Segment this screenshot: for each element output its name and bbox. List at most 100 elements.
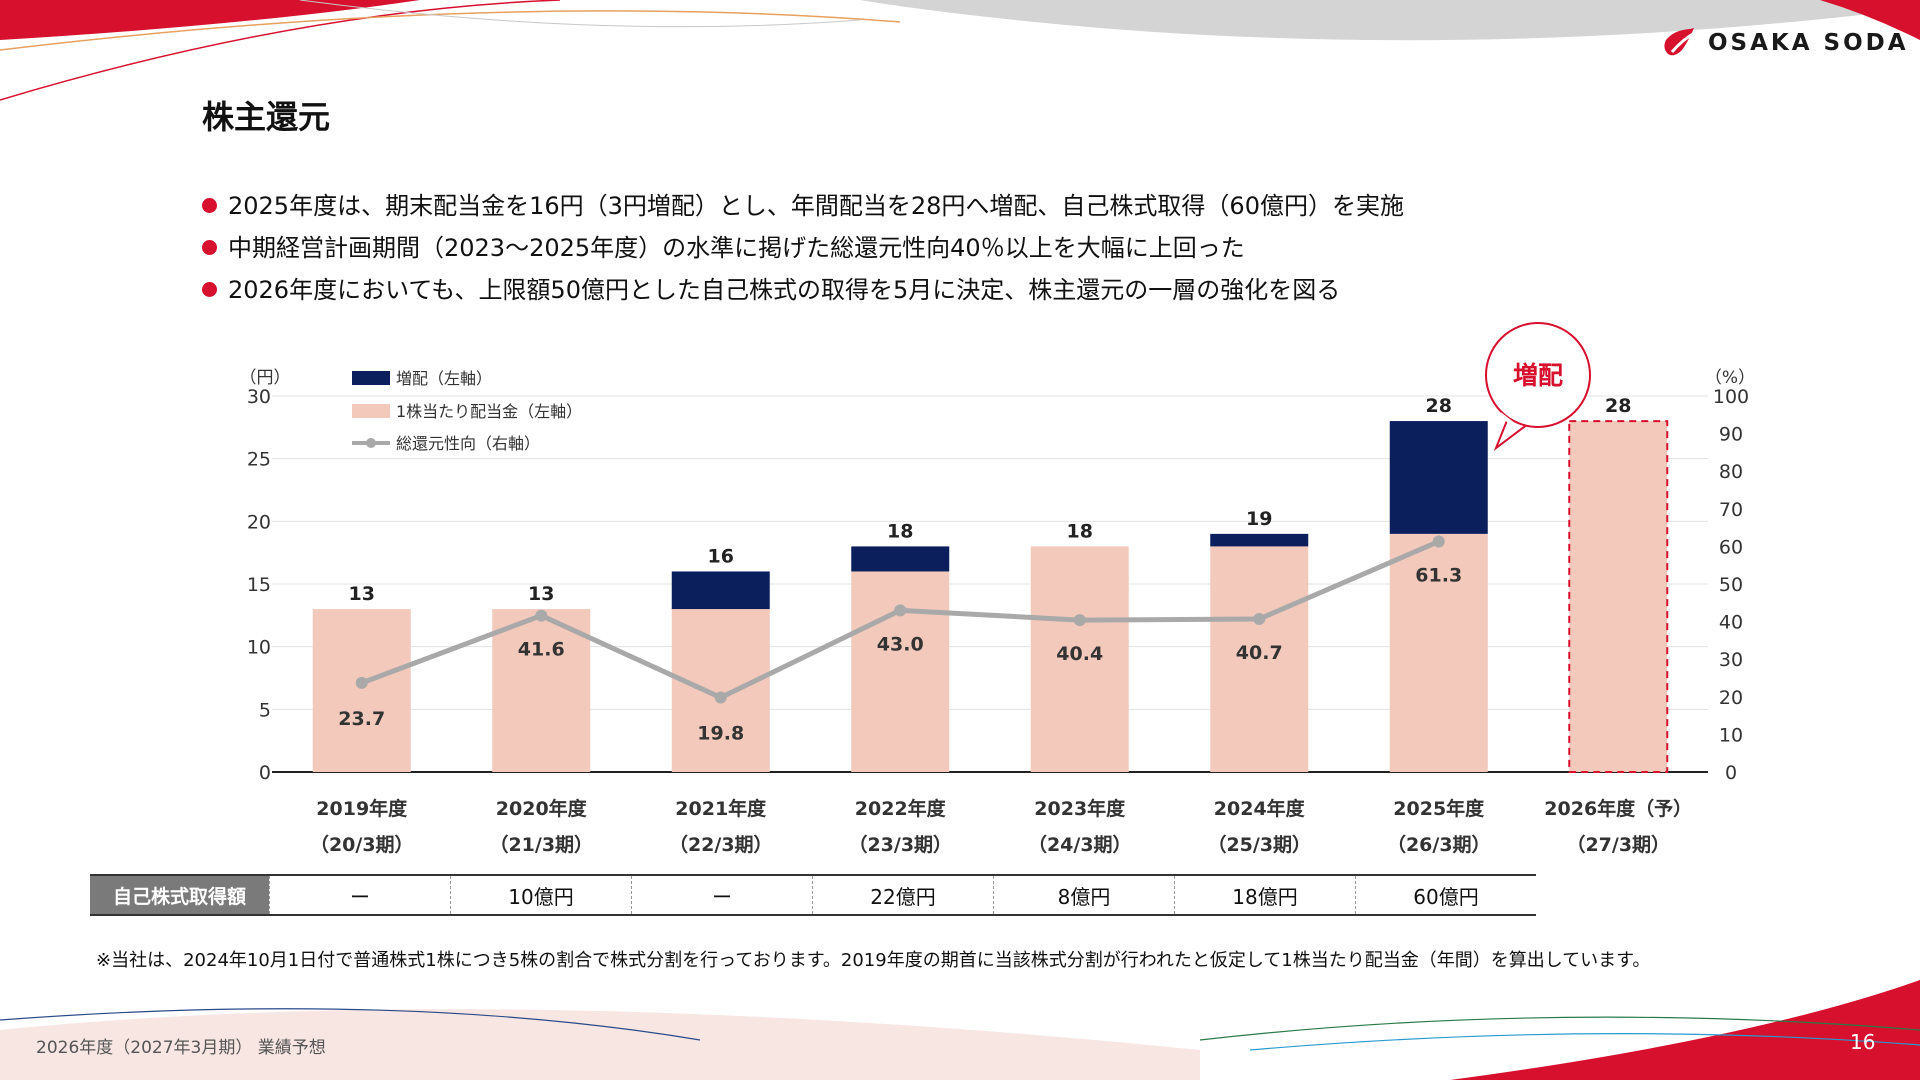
payout-ratio-label: 41.6 — [518, 639, 565, 661]
callout-text: 増配 — [1513, 361, 1563, 390]
payout-ratio-label: 61.3 — [1415, 565, 1462, 587]
bar-total-label: 13 — [528, 583, 554, 605]
subcategory-label: （27/3期） — [1566, 833, 1670, 856]
right-axis-tick-label: 50 — [1719, 574, 1743, 596]
bullet-item: 中期経営計画期間（2023～2025年度）の水準に掲げた総還元性向40％以上を大… — [200, 227, 1404, 269]
right-axis-tick-label: 40 — [1719, 612, 1743, 634]
bar-total-label: 19 — [1246, 508, 1272, 530]
dividend-bar — [312, 609, 411, 772]
category-label: 2020年度 — [496, 797, 588, 820]
category-label: 2025年度 — [1393, 797, 1485, 820]
category-label: 2019年度 — [316, 797, 408, 820]
subcategory-label: （22/3期） — [669, 833, 773, 856]
buyback-cell: 18億円 — [1174, 876, 1355, 914]
footer-label: 2026年度（2027年3月期） 業績予想 — [36, 1038, 326, 1058]
bar-total-label: 16 — [708, 545, 734, 567]
category-label: 2021年度 — [675, 797, 767, 820]
dividend-bar — [1030, 546, 1129, 772]
right-axis-tick-label: 20 — [1719, 687, 1743, 709]
legend-increase-label: 増配（左軸） — [396, 369, 492, 388]
company-logo: OSAKA SODA — [1660, 26, 1909, 60]
payout-ratio-label: 40.7 — [1236, 642, 1283, 664]
legend-ratio-marker — [366, 438, 376, 448]
subcategory-label: （26/3期） — [1387, 833, 1491, 856]
buyback-cell: ー — [631, 876, 812, 914]
bar-total-label: 13 — [349, 583, 375, 605]
dividend-bar — [1210, 546, 1309, 772]
dividend-bar — [851, 571, 950, 772]
buyback-table: 自己株式取得額 ー 10億円 ー 22億円 8億円 18億円 60億円 — [90, 874, 1536, 916]
payout-ratio-label: 23.7 — [338, 708, 385, 730]
legend-ratio-label: 総還元性向（右軸） — [396, 434, 540, 453]
category-label: 2023年度 — [1034, 797, 1126, 820]
subcategory-label: （20/3期） — [310, 833, 414, 856]
right-axis-tick-label: 80 — [1719, 461, 1743, 483]
legend-dividend-swatch — [352, 404, 390, 418]
buyback-cell: ー — [269, 876, 450, 914]
bottom-decoration — [0, 980, 1920, 1080]
buyback-table-header: 自己株式取得額 — [90, 876, 269, 914]
bullet-item: 2026年度においても、上限額50億円とした自己株式の取得を5月に決定、株主還元… — [200, 269, 1404, 311]
payout-ratio-label: 40.4 — [1056, 643, 1103, 665]
right-axis-tick-label: 10 — [1719, 724, 1743, 746]
bar-total-label: 28 — [1605, 395, 1631, 417]
bullet-item: 2025年度は、期末配当金を16円（3円増配）とし、年間配当を28円へ増配、自己… — [200, 185, 1404, 227]
buyback-cell: 60億円 — [1355, 876, 1536, 914]
bullet-list: 2025年度は、期末配当金を16円（3円増配）とし、年間配当を28円へ増配、自己… — [200, 185, 1404, 311]
right-axis-tick-label: 100 — [1713, 386, 1749, 408]
payout-ratio-point — [714, 691, 727, 704]
subcategory-label: （24/3期） — [1028, 833, 1132, 856]
subcategory-label: （21/3期） — [489, 833, 593, 856]
payout-ratio-point — [1073, 614, 1086, 627]
buyback-cell: 10億円 — [450, 876, 631, 914]
dividend-bar — [671, 609, 770, 772]
legend-increase-swatch — [352, 371, 390, 385]
subcategory-label: （25/3期） — [1207, 833, 1311, 856]
logo-text: OSAKA SODA — [1708, 30, 1909, 56]
increase-bar — [1389, 421, 1488, 534]
right-axis-tick-label: 30 — [1719, 649, 1743, 671]
payout-ratio-label: 19.8 — [697, 723, 744, 745]
left-axis-tick-label: 0 — [259, 762, 271, 784]
payout-ratio-label: 43.0 — [877, 633, 924, 655]
left-axis-unit: （円） — [240, 368, 291, 388]
forecast-dividend-bar — [1568, 420, 1669, 773]
subcategory-label: （23/3期） — [848, 833, 952, 856]
payout-ratio-point — [355, 676, 368, 689]
left-axis-tick-label: 25 — [247, 449, 271, 471]
callout-joint — [1498, 412, 1520, 430]
page-number: 16 — [1850, 1030, 1876, 1054]
increase-bar — [1210, 533, 1309, 547]
dividend-chart: 0 5 10 15 20 25 30 0 10 20 30 40 50 60 70 80 90 100 （円） （%）… — [240, 322, 1755, 856]
bar-total-label: 28 — [1426, 395, 1452, 417]
buyback-cell: 22億円 — [812, 876, 993, 914]
left-axis-tick-label: 5 — [259, 699, 271, 721]
top-decoration — [0, 0, 1920, 101]
osaka-soda-mark-icon — [1664, 28, 1697, 56]
left-axis-tick-label: 15 — [247, 574, 271, 596]
right-axis-tick-label: 0 — [1725, 762, 1737, 784]
right-axis-tick-label: 90 — [1719, 424, 1743, 446]
bar-total-label: 18 — [887, 520, 913, 542]
buyback-cell: 8億円 — [993, 876, 1174, 914]
category-label: 2024年度 — [1214, 797, 1306, 820]
legend-dividend-label: 1株当たり配当金（左軸） — [396, 402, 582, 421]
footnote: ※当社は、2024年10月1日付で普通株式1株につき5株の割合で株式分割を行って… — [96, 950, 1651, 971]
right-axis-unit: （%） — [1705, 368, 1755, 388]
category-label: 2022年度 — [855, 797, 947, 820]
bar-total-label: 18 — [1067, 520, 1093, 542]
right-axis-tick-label: 70 — [1719, 499, 1743, 521]
left-axis-tick-label: 20 — [247, 511, 271, 533]
payout-ratio-point — [535, 609, 548, 622]
right-axis-tick-label: 60 — [1719, 536, 1743, 558]
increase-bar — [671, 571, 770, 610]
payout-ratio-point — [894, 604, 907, 617]
increase-bar — [851, 546, 950, 572]
left-axis-tick-label: 30 — [247, 386, 271, 408]
payout-ratio-point — [1432, 535, 1445, 548]
dividend-bar — [1389, 533, 1488, 772]
payout-ratio-point — [1253, 612, 1266, 625]
callout-bubble — [1485, 322, 1591, 428]
category-label: 2026年度（予） — [1544, 797, 1692, 820]
left-axis-tick-label: 10 — [247, 637, 271, 659]
